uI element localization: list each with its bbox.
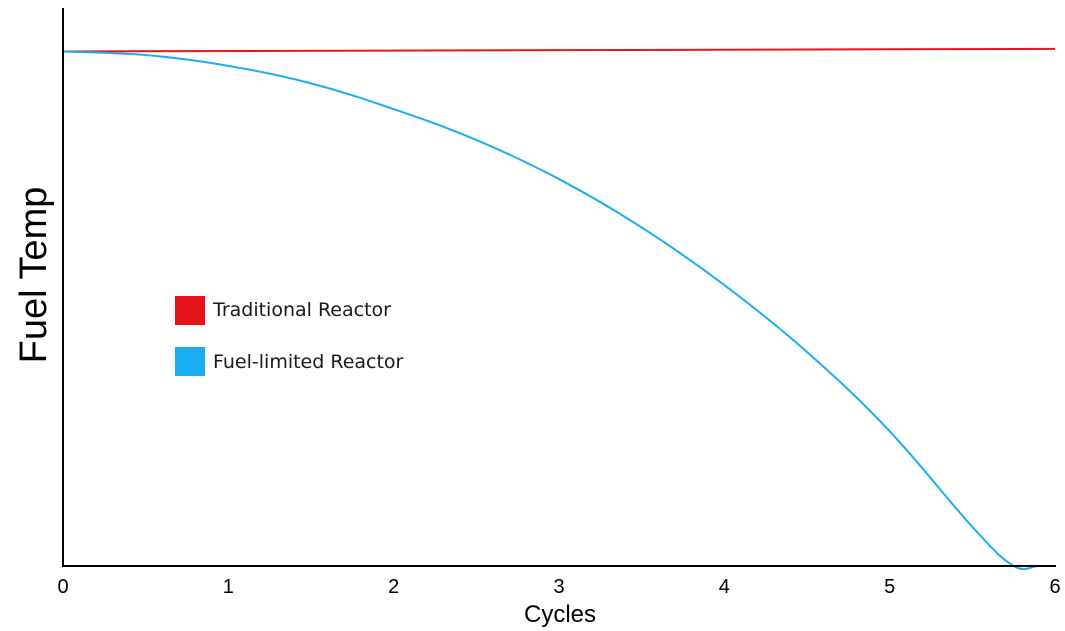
plot-lines — [62, 47, 1056, 571]
x-axis-title: Cycles — [524, 601, 596, 628]
x-tick-label-1: 1 — [223, 576, 234, 598]
legend-label-fuel-limited: Fuel-limited Reactor — [213, 351, 404, 373]
x-tick-label-2: 2 — [388, 576, 399, 598]
x-tick-label-0: 0 — [57, 576, 68, 598]
series-line-traditional — [62, 47, 1056, 53]
x-tick-label-5: 5 — [884, 576, 895, 598]
legend-swatch-traditional — [175, 296, 205, 325]
x-tick-label-4: 4 — [719, 576, 730, 598]
x-tick-labels: 0 1 2 3 4 5 6 — [57, 576, 1060, 598]
legend: Traditional Reactor Fuel-limited Reactor — [175, 296, 404, 376]
x-tick-label-3: 3 — [553, 576, 564, 598]
x-tick-label-6: 6 — [1049, 576, 1060, 598]
legend-swatch-fuel-limited — [175, 347, 205, 376]
legend-label-traditional: Traditional Reactor — [212, 299, 391, 321]
y-axis-title: Fuel Temp — [13, 187, 55, 364]
series-line-fuel-limited — [62, 50, 1055, 571]
